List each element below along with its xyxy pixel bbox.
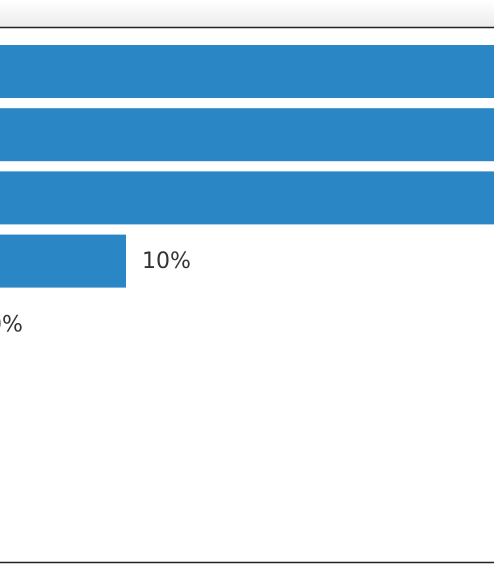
bar: [0, 234, 126, 288]
value-label: 10%: [142, 249, 191, 274]
plot-area: 10% 0%: [0, 45, 494, 337]
header-band: [0, 0, 494, 27]
bar: [0, 108, 494, 162]
bar: [0, 45, 494, 98]
value-label: 0%: [0, 312, 23, 337]
bar: [0, 171, 494, 225]
